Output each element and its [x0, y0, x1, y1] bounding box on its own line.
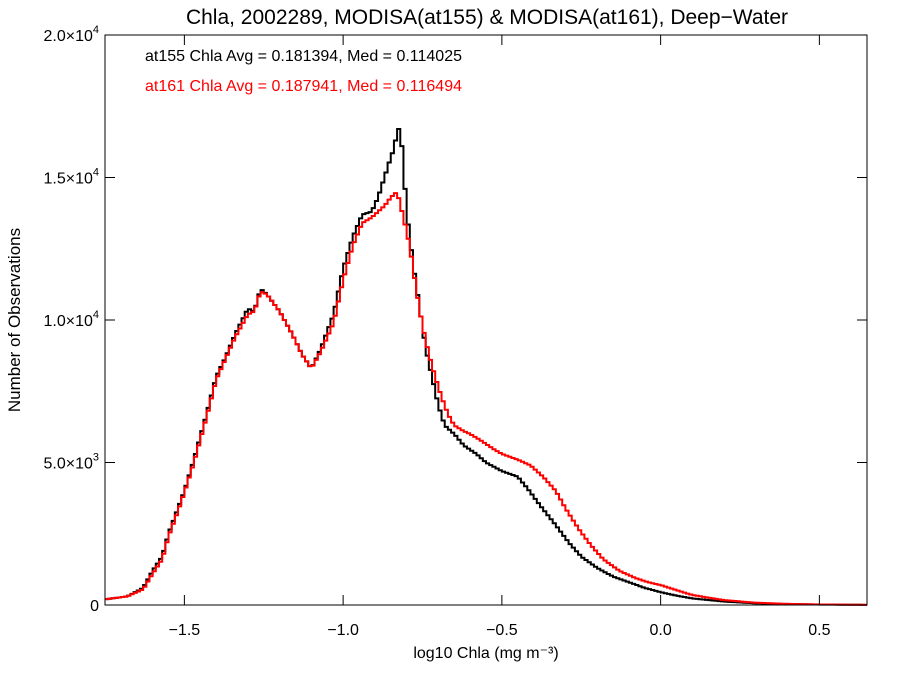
histogram-series-1	[105, 192, 867, 606]
y-tick-label: 2.0×104	[43, 24, 99, 45]
annotation-at155: at155 Chla Avg = 0.181394, Med = 0.11402…	[145, 48, 462, 65]
series-layer	[105, 128, 867, 606]
chart-title: Chla, 2002289, MODISA(at155) & MODISA(at…	[186, 6, 788, 29]
y-tick-label: 5.0×103	[43, 452, 99, 473]
x-tick-label: 0.0	[650, 622, 672, 639]
y-tick-label: 0	[90, 598, 99, 615]
y-tick-label: 1.0×104	[43, 309, 99, 330]
x-tick-label: −1.5	[169, 622, 201, 639]
y-axis-ticks: 0 5.0×103 1.0×104 1.5×104 2.0×104	[43, 24, 867, 615]
histogram-series-0	[105, 128, 867, 606]
x-axis-label: log10 Chla (mg m⁻³)	[413, 645, 558, 662]
y-tick-label: 1.5×104	[43, 167, 99, 188]
annotation-at161: at161 Chla Avg = 0.187941, Med = 0.11649…	[145, 78, 462, 95]
x-tick-label: 0.5	[808, 622, 830, 639]
x-tick-label: −1.0	[327, 622, 359, 639]
y-axis-label: Number of Observations	[5, 228, 24, 412]
x-tick-label: −0.5	[486, 622, 518, 639]
x-axis-ticks: −1.5 −1.0 −0.5 0.0 0.5	[169, 35, 831, 639]
plot-frame	[104, 34, 868, 606]
